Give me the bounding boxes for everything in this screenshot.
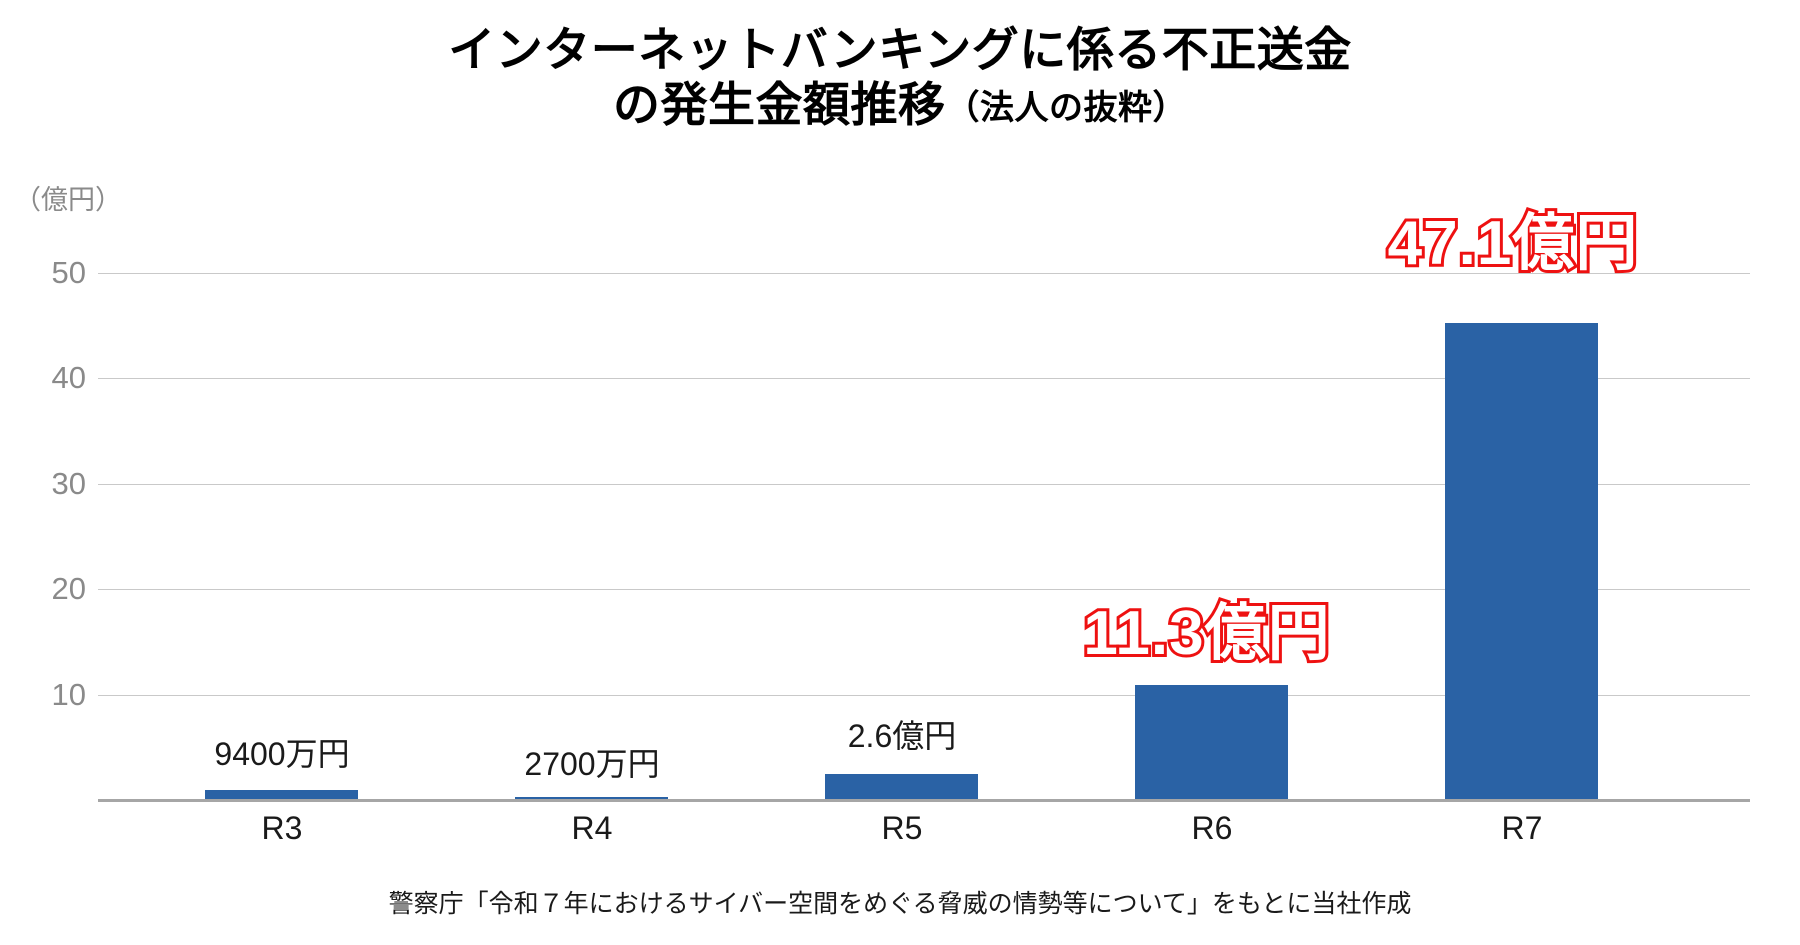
gridline-40 bbox=[98, 378, 1750, 379]
y-tick-label: 40 bbox=[51, 360, 86, 395]
x-axis-line bbox=[98, 799, 1750, 802]
bar-r3[interactable] bbox=[205, 790, 358, 800]
data-label-r7-text: 47.1億円 bbox=[1385, 206, 1641, 281]
bar-r5[interactable] bbox=[825, 773, 978, 800]
data-label-r7-highlight: 47.1億円 bbox=[1385, 192, 1641, 282]
chart-title-line-2-main: の発生金額推移 bbox=[613, 78, 946, 132]
y-tick-label: 10 bbox=[51, 677, 86, 712]
chart-title-line-2-sub: （法人の抜粋） bbox=[945, 89, 1187, 128]
plot-area bbox=[98, 273, 1750, 800]
y-tick-label: 20 bbox=[51, 571, 86, 606]
data-label-r3: 9400万円 bbox=[214, 736, 350, 772]
chart-title-line-2: の発生金額推移（法人の抜粋） bbox=[0, 77, 1800, 132]
bar-r7[interactable] bbox=[1445, 322, 1598, 800]
x-category-label-r7: R7 bbox=[1501, 810, 1543, 846]
x-category-label-r4: R4 bbox=[571, 810, 613, 846]
x-category-label-r6: R6 bbox=[1191, 810, 1233, 846]
data-label-r4: 2700万円 bbox=[524, 746, 660, 782]
gridline-20 bbox=[98, 589, 1750, 590]
gridline-10 bbox=[98, 695, 1750, 696]
chart-title-line-1: インターネットバンキングに係る不正送金 bbox=[448, 23, 1352, 76]
x-category-label-r3: R3 bbox=[261, 810, 303, 846]
y-axis-unit-label: （億円） bbox=[14, 185, 122, 215]
y-tick-label: 50 bbox=[51, 255, 86, 290]
gridline-30 bbox=[98, 484, 1750, 485]
x-category-label-r5: R5 bbox=[881, 810, 923, 846]
bar-r6[interactable] bbox=[1135, 685, 1288, 800]
data-label-r5: 2.6億円 bbox=[847, 718, 957, 754]
data-label-r6-highlight: 11.3億円 bbox=[1080, 582, 1332, 672]
y-axis: 50 40 30 20 10 bbox=[0, 0, 86, 945]
bar-series bbox=[98, 273, 1750, 800]
data-label-r6-text: 11.3億円 bbox=[1080, 596, 1332, 671]
gridline-50 bbox=[98, 273, 1750, 274]
source-note: 警察庁「令和７年におけるサイバー空間をめぐる脅威の情勢等について」をもとに当社作… bbox=[388, 890, 1412, 918]
y-tick-label: 30 bbox=[51, 466, 86, 501]
bar-r4[interactable] bbox=[515, 797, 668, 800]
page-title: インターネットバンキングに係る不正送金 の発生金額推移（法人の抜粋） bbox=[0, 22, 1800, 133]
